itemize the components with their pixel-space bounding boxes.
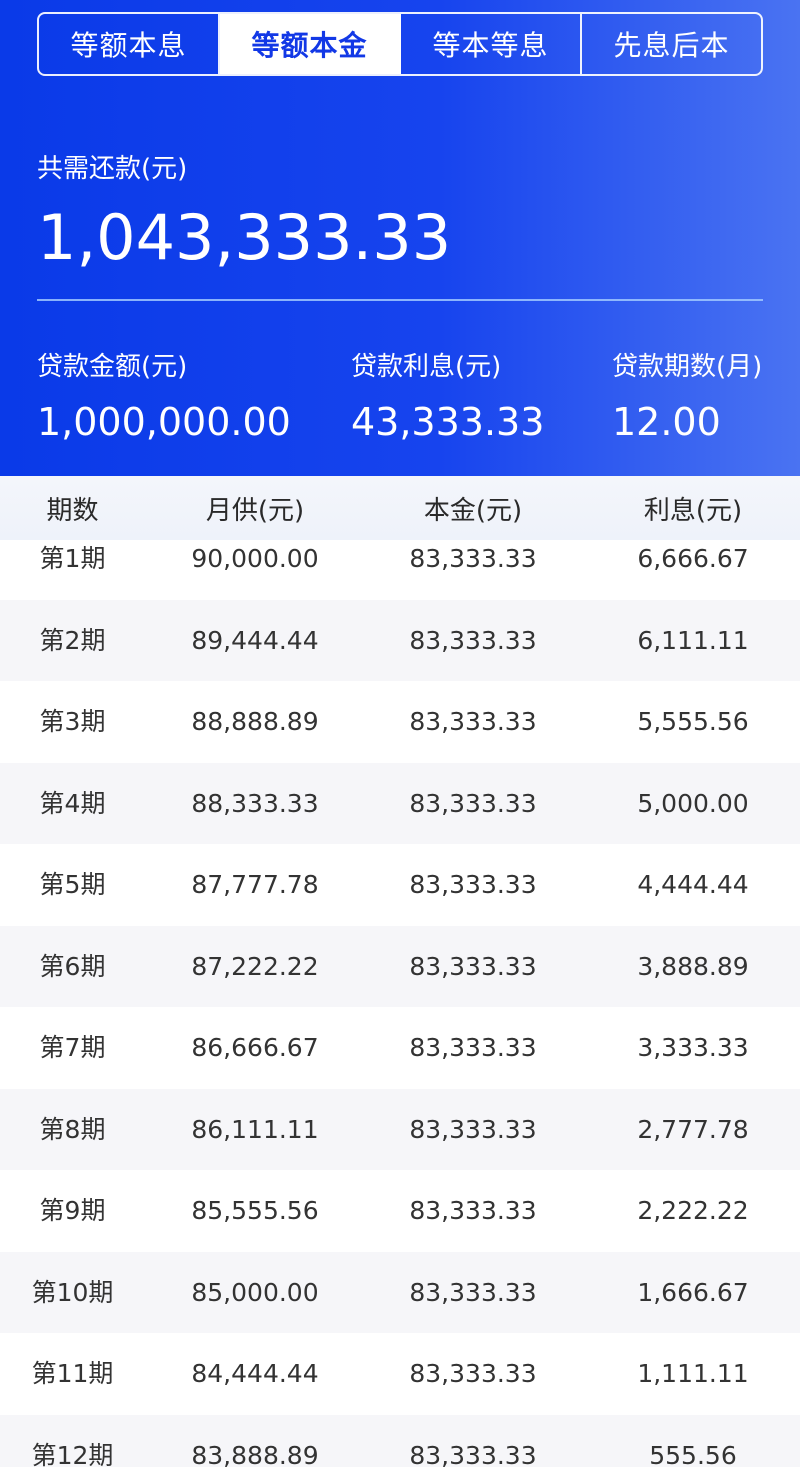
header-interest: 利息(元) (643, 495, 743, 526)
cell-period: 第10期 (31, 1277, 114, 1307)
cell-interest: 5,000.00 (637, 788, 749, 818)
repayment-method-tabs: 等额本息 等额本金 等本等息 先息后本 (37, 12, 763, 76)
cell-monthly-payment: 83,888.89 (191, 1440, 319, 1467)
cell-interest: 3,888.89 (637, 951, 749, 981)
schedule-table-header: 期数 月供(元) 本金(元) 利息(元) (0, 476, 800, 540)
loan-months-value: 12.00 (612, 400, 721, 444)
cell-interest: 6,111.11 (637, 625, 749, 655)
cell-monthly-payment: 87,777.78 (191, 870, 319, 899)
cell-principal: 83,333.33 (409, 625, 537, 655)
cell-principal: 83,333.33 (409, 1359, 537, 1388)
cell-monthly-payment: 89,444.44 (191, 625, 319, 655)
cell-principal: 83,333.33 (409, 1277, 537, 1307)
cell-period: 第12期 (31, 1440, 114, 1467)
cell-period: 第7期 (39, 1033, 106, 1062)
cell-period: 第3期 (39, 707, 106, 736)
table-row: 第6期 87,222.22 83,333.33 3,888.89 (0, 925, 800, 1007)
cell-interest: 2,222.22 (637, 1196, 749, 1225)
loan-interest-value: 43,333.33 (351, 400, 545, 444)
cell-interest: 2,777.78 (637, 1114, 749, 1144)
cell-monthly-payment: 84,444.44 (191, 1359, 319, 1388)
cell-interest: 1,111.11 (637, 1359, 749, 1388)
cell-monthly-payment: 90,000.00 (191, 544, 319, 573)
cell-period: 第6期 (39, 951, 106, 981)
header-monthly-payment: 月供(元) (205, 495, 305, 526)
cell-principal: 83,333.33 (409, 870, 537, 899)
tab-interest-first[interactable]: 先息后本 (613, 29, 730, 62)
cell-principal: 83,333.33 (409, 1114, 537, 1144)
loan-months-stat: 贷款期数(月) 12.00 (612, 348, 762, 450)
cell-monthly-payment: 85,000.00 (191, 1277, 319, 1307)
cell-monthly-payment: 88,888.89 (191, 707, 319, 736)
cell-period: 第5期 (39, 870, 106, 899)
header-principal: 本金(元) (423, 495, 523, 526)
cell-principal: 83,333.33 (409, 1440, 537, 1467)
cell-monthly-payment: 85,555.56 (191, 1196, 319, 1225)
cell-principal: 83,333.33 (409, 544, 537, 573)
table-row: 第4期 88,333.33 83,333.33 5,000.00 (0, 762, 800, 844)
cell-interest: 555.56 (649, 1440, 737, 1467)
summary-divider (37, 299, 763, 301)
cell-interest: 5,555.56 (637, 707, 749, 736)
table-row: 第9期 85,555.56 83,333.33 2,222.22 (0, 1170, 800, 1252)
cell-monthly-payment: 88,333.33 (191, 788, 319, 818)
cell-period: 第2期 (39, 625, 106, 655)
cell-principal: 83,333.33 (409, 1196, 537, 1225)
table-row: 第3期 88,888.89 83,333.33 5,555.56 (0, 681, 800, 763)
table-row: 第5期 87,777.78 83,333.33 4,444.44 (0, 844, 800, 926)
cell-monthly-payment: 87,222.22 (191, 951, 319, 981)
cell-period: 第11期 (31, 1359, 114, 1388)
cell-principal: 83,333.33 (409, 788, 537, 818)
table-row: 第2期 89,444.44 83,333.33 6,111.11 (0, 599, 800, 681)
loan-interest-stat: 贷款利息(元) 43,333.33 (351, 348, 544, 450)
loan-amount-value: 1,000,000.00 (37, 400, 291, 444)
table-row: 第7期 86,666.67 83,333.33 3,333.33 (0, 1007, 800, 1089)
cell-period: 第1期 (39, 544, 106, 573)
table-row: 第1期 90,000.00 83,333.33 6,666.67 (0, 540, 800, 600)
loan-amount-label: 贷款金额(元) (37, 352, 188, 382)
cell-interest: 3,333.33 (637, 1033, 749, 1062)
table-row: 第10期 85,000.00 83,333.33 1,666.67 (0, 1251, 800, 1333)
total-repayment-label: 共需还款(元) (37, 154, 188, 184)
cell-monthly-payment: 86,111.11 (191, 1114, 319, 1144)
table-row: 第12期 83,888.89 83,333.33 555.56 (0, 1414, 800, 1467)
schedule-table-body[interactable]: 第1期 90,000.00 83,333.33 6,666.67 第2期 89,… (0, 540, 800, 1467)
tab-equal-installment[interactable]: 等额本息 (39, 14, 220, 74)
loan-interest-label: 贷款利息(元) (351, 352, 502, 382)
cell-principal: 83,333.33 (409, 951, 537, 981)
cell-principal: 83,333.33 (409, 1033, 537, 1062)
cell-interest: 4,444.44 (637, 870, 749, 899)
cell-principal: 83,333.33 (409, 707, 537, 736)
loan-amount-stat: 贷款金额(元) 1,000,000.00 (37, 348, 291, 450)
cell-interest: 6,666.67 (637, 544, 749, 573)
cell-monthly-payment: 86,666.67 (191, 1033, 319, 1062)
header-period: 期数 (46, 495, 99, 526)
table-row: 第8期 86,111.11 83,333.33 2,777.78 (0, 1088, 800, 1170)
cell-period: 第9期 (39, 1196, 106, 1225)
cell-period: 第4期 (39, 788, 106, 818)
loan-months-label: 贷款期数(月) (612, 352, 763, 382)
cell-period: 第8期 (39, 1114, 106, 1144)
cell-interest: 1,666.67 (637, 1277, 749, 1307)
total-repayment-value: 1,043,333.33 (37, 201, 452, 274)
table-row: 第11期 84,444.44 83,333.33 1,111.11 (0, 1333, 800, 1415)
tab-equal-principal-interest[interactable]: 等本等息 (401, 14, 582, 74)
tab-equal-principal[interactable]: 等额本金 (220, 14, 401, 74)
summary-header: 等额本息 等额本金 等本等息 先息后本 共需还款(元) 1,043,333.33… (0, 0, 800, 476)
